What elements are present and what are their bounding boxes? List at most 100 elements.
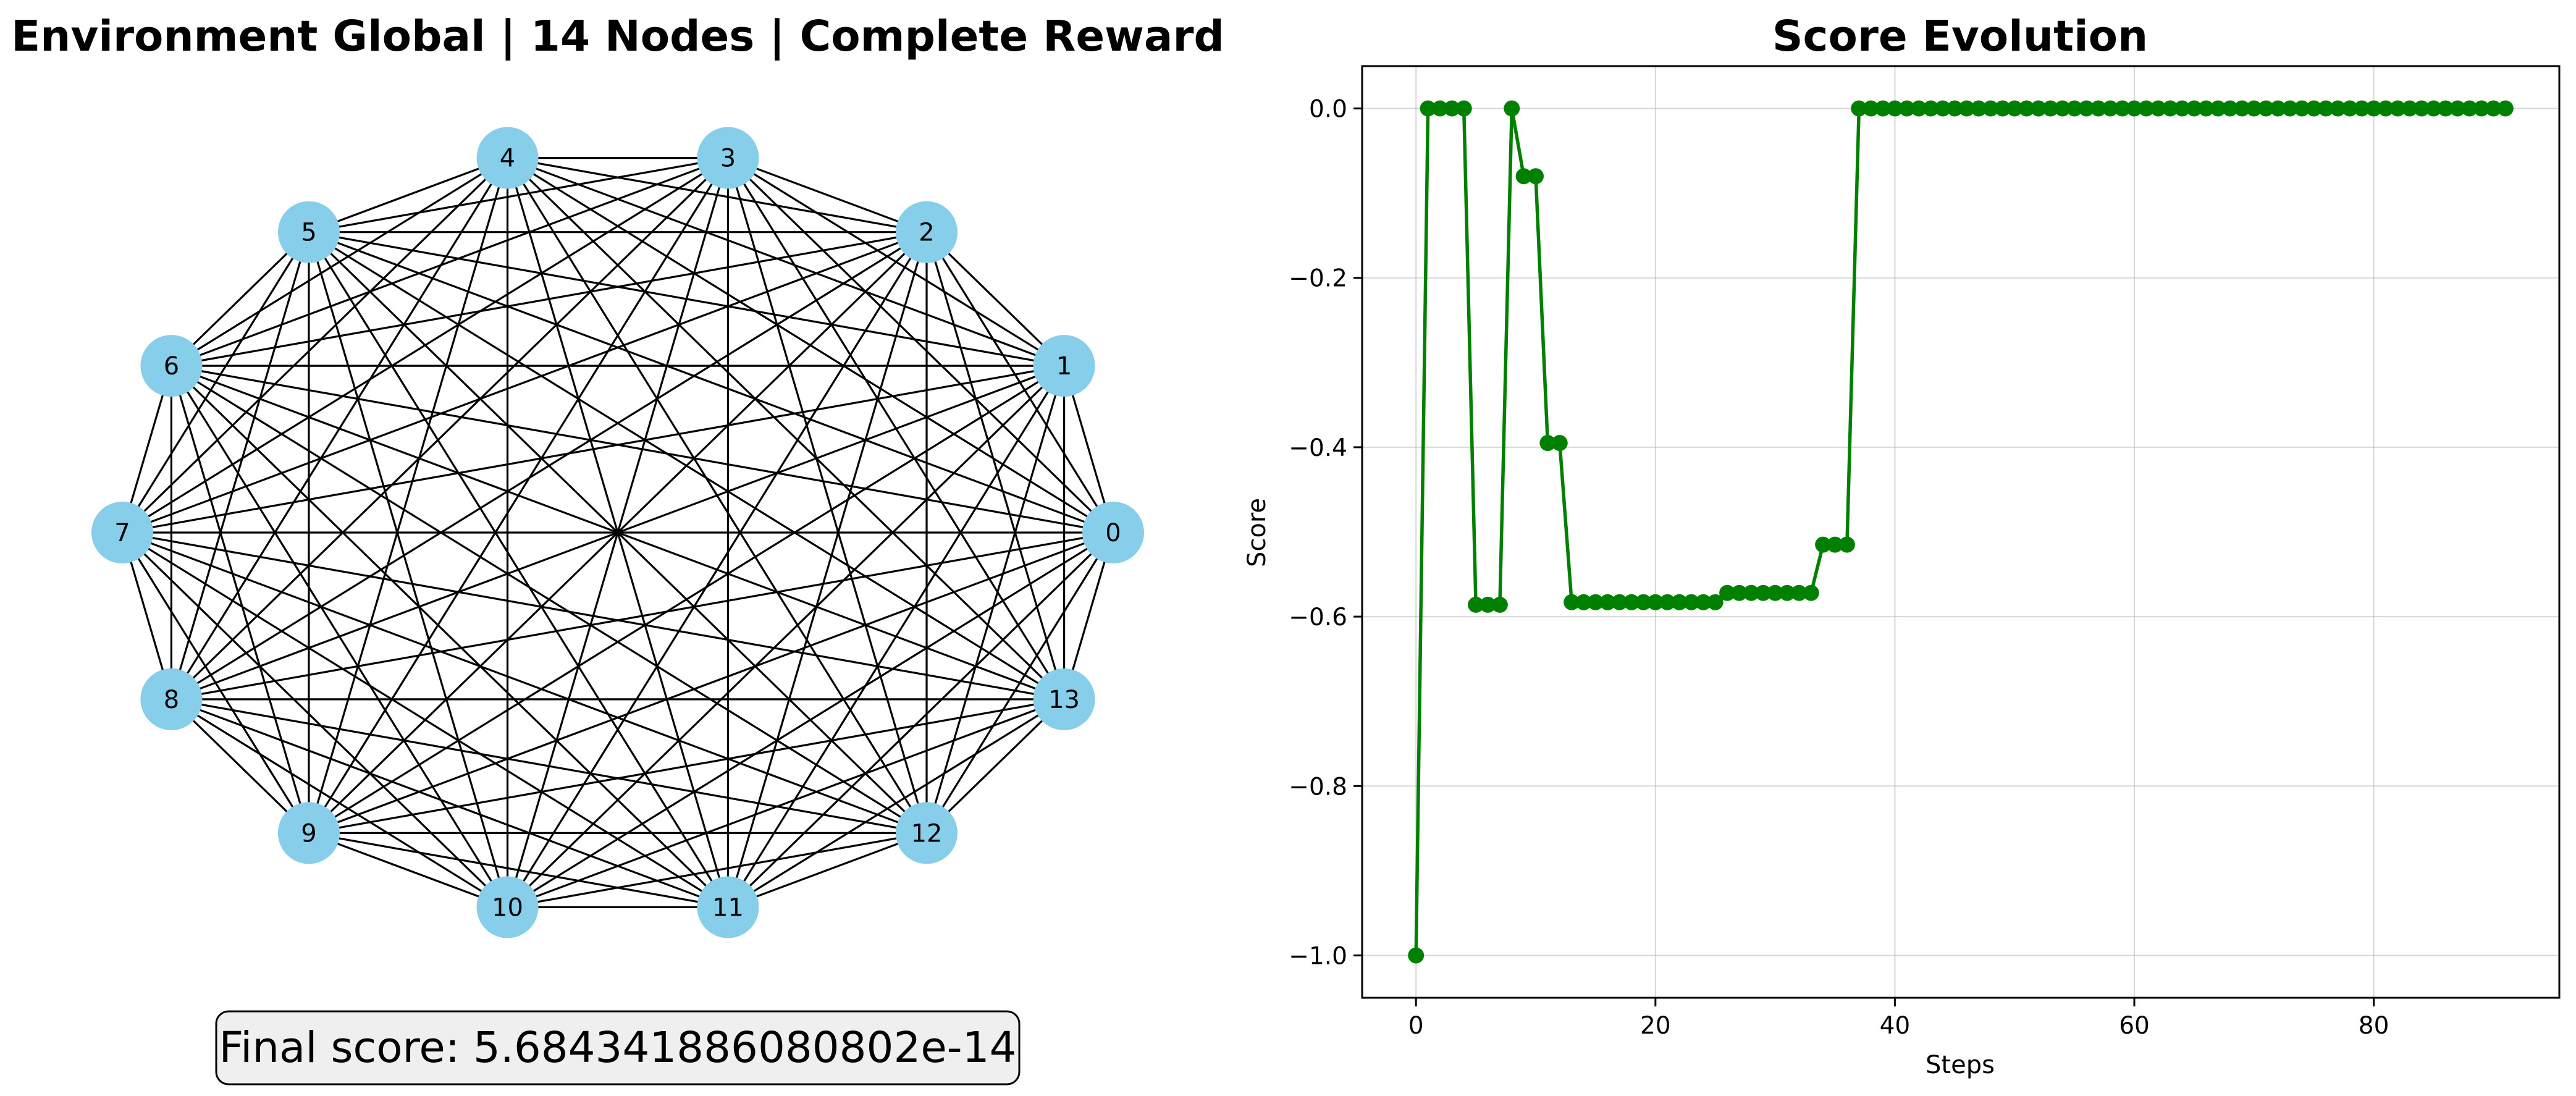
score-point	[2294, 100, 2310, 117]
node-circle	[476, 876, 539, 938]
edge-11-12	[727, 832, 927, 908]
score-point	[1623, 594, 1640, 610]
score-point	[2150, 100, 2166, 117]
score-point	[2090, 100, 2107, 117]
node-label: 10	[492, 893, 523, 922]
score-point	[1408, 947, 1425, 964]
edge-10-12	[507, 832, 927, 908]
score-point	[1683, 594, 1699, 610]
y-tick-label: −0.4	[1289, 434, 1347, 462]
score-point	[1971, 100, 1987, 117]
score-point	[2377, 100, 2394, 117]
score-point	[1743, 584, 1759, 601]
edge-8-9	[170, 698, 310, 834]
edge-4-12	[507, 157, 928, 834]
edge-4-9	[308, 158, 509, 833]
score-point	[1564, 594, 1580, 610]
edge-4-13	[507, 157, 1065, 701]
score-point	[2126, 100, 2143, 117]
score-point	[2330, 100, 2346, 117]
edge-2-3	[727, 157, 927, 234]
score-point	[1539, 435, 1556, 452]
score-point	[2054, 100, 2071, 117]
score-point	[1707, 594, 1724, 610]
node-2: 2	[896, 201, 958, 263]
graph-edges	[121, 156, 1114, 909]
score-point	[1431, 100, 1448, 117]
node-9: 9	[277, 802, 340, 864]
node-13: 13	[1033, 668, 1095, 730]
score-point	[2186, 100, 2202, 117]
score-point	[1982, 100, 1999, 117]
score-point	[1575, 594, 1592, 610]
score-point	[2461, 100, 2478, 117]
node-label: 3	[720, 145, 736, 173]
final-score-box	[215, 1010, 1021, 1085]
score-point	[2210, 100, 2226, 117]
score-point	[1647, 594, 1664, 610]
node-label: 1	[1056, 352, 1072, 381]
node-6: 6	[140, 335, 203, 397]
node-12: 12	[896, 802, 958, 864]
edge-0-9	[308, 531, 1114, 834]
score-point	[1898, 100, 1915, 117]
node-label: 8	[164, 686, 179, 714]
x-axis-label: Steps	[1926, 1051, 1995, 1079]
node-label: 2	[919, 219, 934, 247]
score-point	[1838, 536, 1855, 553]
node-label: 12	[911, 819, 943, 848]
score-point	[1420, 100, 1436, 117]
edge-7-11	[122, 531, 729, 908]
node-label: 7	[114, 519, 130, 547]
edge-7-13	[122, 531, 1064, 701]
score-point	[2414, 100, 2430, 117]
score-point	[2198, 100, 2215, 117]
score-point	[1958, 100, 1975, 117]
score-point	[2138, 100, 2155, 117]
score-point	[1778, 584, 1795, 601]
score-point	[1587, 594, 1604, 610]
node-0: 0	[1082, 502, 1144, 563]
score-point	[1611, 594, 1628, 610]
edge-6-13	[170, 365, 1065, 701]
edge-3-13	[727, 157, 1065, 700]
edge-4-5	[308, 157, 508, 234]
score-point	[2365, 100, 2382, 117]
edge-10-13	[507, 698, 1065, 908]
edge-1-10	[507, 365, 1065, 908]
node-5: 5	[277, 201, 340, 263]
edge-11-13	[727, 698, 1065, 908]
y-tick-label: −1.0	[1289, 942, 1347, 970]
edge-6-11	[170, 365, 729, 908]
edge-0-5	[308, 231, 1114, 534]
score-point	[1455, 100, 1472, 117]
edge-6-9	[170, 365, 310, 833]
edge-5-10	[308, 232, 509, 908]
node-circle	[277, 802, 340, 864]
score-point	[1947, 100, 1963, 117]
edge-9-11	[308, 832, 728, 908]
score-point	[1791, 584, 1808, 601]
node-circle	[476, 127, 539, 189]
edge-6-10	[170, 365, 508, 908]
graph-panel: Environment Global | 14 Nodes | Complete…	[11, 12, 1224, 1085]
score-point	[1491, 596, 1508, 613]
score-point	[1827, 536, 1843, 553]
score-point	[1863, 100, 1879, 117]
score-point	[1695, 594, 1712, 610]
score-point	[1922, 100, 1939, 117]
edge-2-7	[122, 231, 927, 534]
node-circle	[277, 201, 340, 263]
node-1: 1	[1033, 335, 1095, 397]
node-label: 13	[1048, 686, 1080, 714]
final-score-text: Final score: 5.684341886080802e-14	[219, 1023, 1016, 1073]
node-circle	[1033, 335, 1095, 397]
plot-frame	[1361, 65, 2561, 999]
y-tick-label: −0.2	[1289, 265, 1347, 293]
y-tick-label: −0.6	[1289, 604, 1347, 631]
score-point	[1875, 100, 1892, 117]
score-point	[2066, 100, 2083, 117]
node-circle	[896, 802, 958, 864]
